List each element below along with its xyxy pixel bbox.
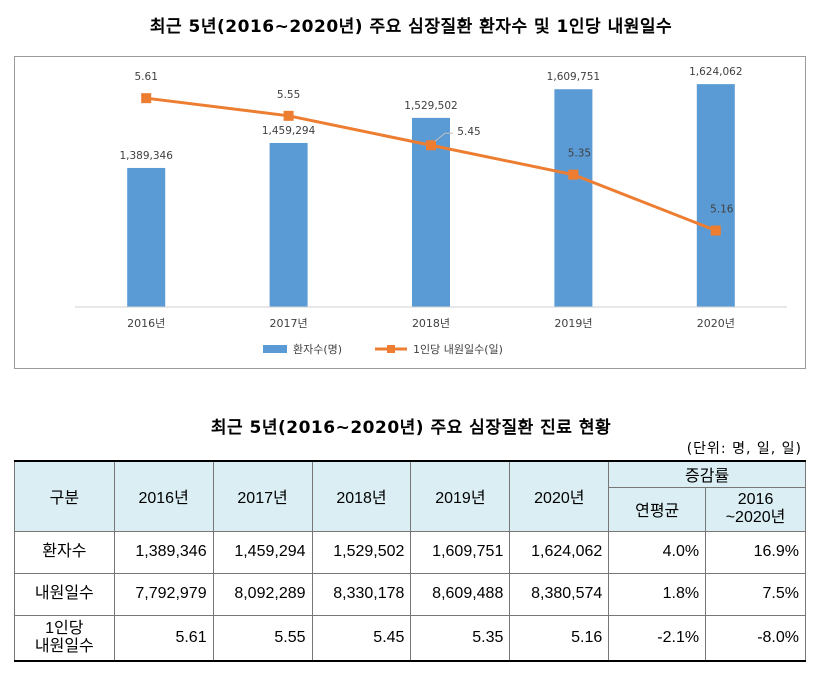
chart-container: 1,389,346 1,459,294 1,529,502 1,609,751 1,62… bbox=[14, 56, 806, 369]
x-tick-label: 2018년 bbox=[412, 317, 450, 330]
table-row: 환자수 1,389,346 1,459,294 1,529,502 1,609,751 1… bbox=[14, 530, 806, 574]
line-marker bbox=[141, 93, 152, 104]
table-row: 1인당 내원일수 5.61 5.55 5.45 5.35 5.16 -2.1% -8.0% bbox=[14, 614, 806, 662]
legend-label-bars: 환자수(명) bbox=[293, 343, 342, 356]
line-marker bbox=[283, 110, 294, 121]
legend-swatch-bars bbox=[263, 345, 287, 353]
bar-patients bbox=[269, 142, 308, 307]
table-cell: 5.45 bbox=[311, 614, 412, 662]
combo-chart: 1,389,346 1,459,294 1,529,502 1,609,751 1,62… bbox=[75, 66, 787, 356]
header-year: 2017년 bbox=[212, 460, 313, 532]
stats-table: 구분 2016년 2017년 2018년 2019년 2020년 증감률 연평균… bbox=[14, 460, 806, 662]
line-data-label: 5.35 bbox=[568, 148, 591, 160]
bar-patients bbox=[554, 89, 593, 307]
header-year: 2018년 bbox=[311, 460, 412, 532]
row-label: 내원일수 bbox=[14, 572, 115, 616]
table-cell: 1,624,062 bbox=[509, 530, 610, 574]
annual-average-cell: 1.8% bbox=[608, 572, 707, 616]
row-label-line: 내원일수 bbox=[34, 585, 94, 602]
total-change-cell: 7.5% bbox=[705, 572, 806, 616]
line-data-label: 5.61 bbox=[135, 71, 158, 83]
row-label-line: 1인당 bbox=[45, 619, 84, 637]
header-year: 2019년 bbox=[410, 460, 511, 532]
header-total-change: 2016 ~2020년 bbox=[705, 486, 806, 532]
header-category: 구분 bbox=[14, 460, 115, 532]
x-tick-label: 2020년 bbox=[697, 317, 735, 330]
table-cell: 8,380,574 bbox=[509, 572, 610, 616]
table-cell: 1,459,294 bbox=[212, 530, 313, 574]
bar-data-label: 1,459,294 bbox=[262, 125, 316, 137]
line-data-label: 5.45 bbox=[457, 126, 480, 138]
legend-swatch-marker bbox=[387, 345, 395, 353]
row-label: 환자수 bbox=[14, 530, 115, 574]
line-marker bbox=[568, 169, 579, 180]
table-header-row: 구분 2016년 2017년 2018년 2019년 2020년 증감률 bbox=[14, 460, 806, 532]
x-tick-label: 2019년 bbox=[554, 317, 592, 330]
line-data-label: 5.55 bbox=[277, 89, 300, 101]
legend-label-line: 1인당 내원일수(일) bbox=[413, 342, 503, 356]
row-label-line: 환자수 bbox=[42, 543, 87, 560]
row-label-line: 내원일수 bbox=[34, 637, 94, 655]
table-cell: 5.55 bbox=[212, 614, 313, 662]
table-cell: 5.16 bbox=[509, 614, 610, 662]
table-subheader-row: 연평균 2016 ~2020년 bbox=[15, 486, 806, 532]
header-year: 2020년 bbox=[509, 460, 610, 532]
table-cell: 8,092,289 bbox=[212, 572, 313, 616]
header-total-line: 2016 bbox=[737, 491, 774, 508]
x-tick-label: 2017년 bbox=[270, 317, 308, 330]
table-cell: 7,792,979 bbox=[113, 572, 214, 616]
table-cell: 1,389,346 bbox=[113, 530, 214, 574]
bar-data-label: 1,624,062 bbox=[689, 66, 742, 78]
chart-title: 최근 5년(2016~2020년) 주요 심장질환 환자수 및 1인당 내원일수 bbox=[149, 17, 673, 37]
label-leader-line bbox=[434, 132, 453, 142]
table-cell: 8,609,488 bbox=[410, 572, 511, 616]
table-body: 환자수 1,389,346 1,459,294 1,529,502 1,609,751 1… bbox=[14, 530, 806, 662]
line-marker bbox=[426, 140, 436, 151]
table-cell: 1,609,751 bbox=[410, 530, 511, 574]
table-title: 최근 5년(2016~2020년) 주요 심장질환 진료 현황 bbox=[210, 418, 612, 438]
table-cell: 8,330,178 bbox=[311, 572, 412, 616]
table-cell: 1,529,502 bbox=[311, 530, 412, 574]
header-year: 2016년 bbox=[113, 460, 214, 532]
header-annual-average: 연평균 bbox=[608, 486, 707, 532]
header-change-group: 증감률 bbox=[608, 460, 806, 488]
total-change-cell: -8.0% bbox=[705, 614, 806, 662]
bar-data-label: 1,529,502 bbox=[404, 100, 457, 112]
unit-note: (단위: 명, 일, 일) bbox=[686, 441, 802, 457]
annual-average-cell: 4.0% bbox=[608, 530, 707, 574]
bar-data-label: 1,389,346 bbox=[119, 150, 173, 162]
line-marker bbox=[710, 225, 721, 236]
bar-patients bbox=[696, 84, 735, 307]
line-data-label: 5.16 bbox=[710, 204, 734, 216]
table-row: 내원일수 7,792,979 8,092,289 8,330,178 8,609,488… bbox=[14, 572, 806, 616]
total-change-cell: 16.9% bbox=[705, 530, 806, 574]
x-tick-label: 2016년 bbox=[127, 317, 165, 330]
bar-patients bbox=[127, 167, 166, 307]
table-cell: 5.61 bbox=[113, 614, 214, 662]
annual-average-cell: -2.1% bbox=[608, 614, 707, 662]
table-cell: 5.35 bbox=[410, 614, 511, 662]
header-total-line: ~2020년 bbox=[725, 509, 786, 526]
bar-data-label: 1,609,751 bbox=[547, 71, 600, 83]
row-label: 1인당 내원일수 bbox=[14, 614, 115, 662]
